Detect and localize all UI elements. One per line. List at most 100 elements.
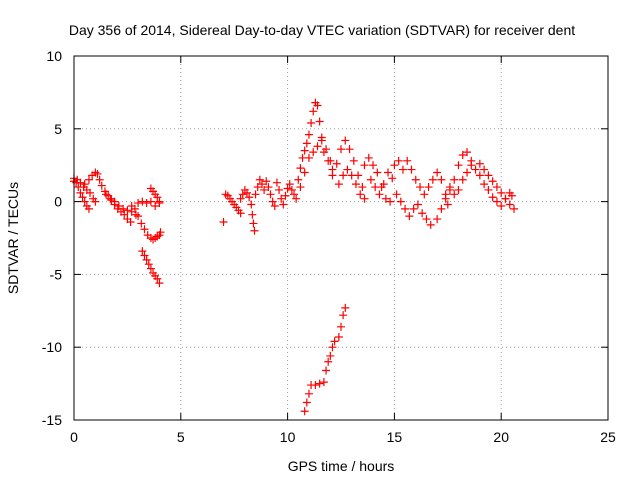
data-point [319, 148, 328, 157]
axis-ticks [73, 55, 609, 421]
y-tick-label: 10 [46, 48, 62, 64]
data-point [236, 194, 245, 203]
data-point [480, 180, 489, 189]
data-point [413, 200, 422, 209]
data-point [302, 139, 311, 148]
data-point [420, 190, 429, 199]
data-point [140, 225, 149, 234]
data-point [142, 255, 151, 264]
data-point [281, 191, 290, 200]
data-point [262, 177, 271, 186]
data-point [396, 197, 405, 206]
data-point [418, 209, 427, 218]
data-point [155, 279, 164, 288]
data-point [328, 343, 337, 352]
data-point [394, 156, 403, 165]
data-point [492, 197, 501, 206]
data-point [236, 209, 245, 218]
data-point [266, 190, 275, 199]
data-point [253, 183, 262, 192]
data-point [450, 175, 459, 184]
data-point [304, 153, 313, 162]
y-tick-label: -10 [42, 339, 62, 355]
data-point [428, 175, 437, 184]
data-point [294, 175, 303, 184]
data-point [309, 107, 318, 116]
data-point [275, 185, 284, 194]
data-point [505, 200, 514, 209]
data-point [337, 145, 345, 154]
data-point [332, 159, 341, 168]
x-tick-label: 15 [387, 429, 403, 445]
data-point [110, 197, 119, 206]
data-point [443, 200, 452, 209]
data-point [488, 177, 497, 186]
data-point [330, 337, 339, 346]
data-point [398, 165, 407, 174]
data-point [313, 142, 322, 151]
data-point [84, 204, 93, 213]
x-tick-label: 0 [70, 429, 78, 445]
data-point [356, 190, 365, 199]
data-point [97, 181, 106, 190]
data-point [441, 194, 450, 203]
data-point [454, 161, 463, 170]
data-point [507, 191, 516, 200]
data-point [471, 165, 480, 174]
data-point [287, 185, 296, 194]
data-point [91, 197, 100, 206]
data-point [248, 210, 257, 219]
data-point [360, 161, 369, 170]
data-point [146, 197, 155, 206]
data-point [388, 174, 397, 183]
data-point [80, 180, 89, 189]
data-point [492, 183, 501, 192]
data-point [302, 398, 311, 407]
data-point [463, 148, 472, 157]
x-tick-label: 20 [493, 429, 509, 445]
data-point [458, 175, 467, 184]
data-point [251, 190, 260, 199]
data-point [304, 130, 313, 139]
x-tick-label: 10 [280, 429, 296, 445]
data-point [401, 204, 410, 213]
data-point [309, 148, 318, 157]
data-point [272, 178, 281, 187]
data-point [268, 197, 277, 206]
data-point [153, 274, 162, 283]
x-tick-labels: 0 5 10 15 20 25 [70, 429, 616, 445]
plot-frame [73, 55, 609, 421]
data-point [339, 171, 348, 180]
data-point [433, 168, 442, 177]
data-point [484, 185, 493, 194]
data-point [458, 151, 467, 160]
data-point [366, 175, 375, 184]
data-point [283, 184, 292, 193]
data-point [416, 183, 425, 192]
data-point [119, 204, 128, 213]
data-point [296, 183, 305, 192]
data-point [250, 226, 259, 235]
data-point [343, 165, 352, 174]
data-point [120, 210, 129, 219]
data-point [292, 194, 301, 203]
data-point [300, 168, 309, 177]
data-point [76, 178, 85, 187]
data-point [76, 188, 85, 197]
data-point [373, 168, 382, 177]
data-point [337, 322, 345, 331]
data-point [364, 153, 373, 162]
data-point [484, 171, 493, 180]
data-point [341, 303, 350, 312]
data-point [106, 194, 115, 203]
data-point [407, 165, 416, 174]
data-point [238, 190, 247, 199]
data-point [351, 180, 360, 189]
data-point [334, 333, 343, 342]
grid [74, 56, 608, 420]
data-point [317, 136, 326, 145]
data-point [102, 190, 111, 199]
data-point [279, 200, 288, 209]
data-point [383, 168, 392, 177]
